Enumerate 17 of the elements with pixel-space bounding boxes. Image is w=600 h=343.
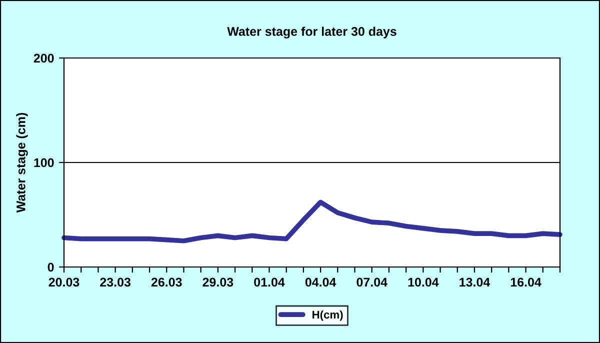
x-tick-label: 26.03 xyxy=(151,278,182,287)
x-tick-label: 10.04 xyxy=(408,278,439,287)
x-tick-label: 04.04 xyxy=(305,278,336,287)
y-tick-label: 0 xyxy=(48,262,54,272)
x-tick-label: 23.03 xyxy=(100,278,130,287)
x-tick-label: 07.04 xyxy=(356,278,388,287)
y-axis-title: Water stage (cm) xyxy=(16,112,28,213)
x-tick-label: 20.03 xyxy=(48,278,80,287)
x-tick-label: 29.03 xyxy=(202,278,234,287)
y-tick-label: 200 xyxy=(34,54,54,63)
x-tick-label: 01.04 xyxy=(254,278,285,287)
y-tick-label: 100 xyxy=(34,158,54,168)
chart-title: Water stage for later 30 days xyxy=(227,26,396,38)
line-series xyxy=(62,200,562,244)
x-tick-label: 16.04 xyxy=(510,278,542,287)
legend-label: H(cm) xyxy=(312,310,343,321)
x-tick-label: 13.04 xyxy=(460,278,490,287)
